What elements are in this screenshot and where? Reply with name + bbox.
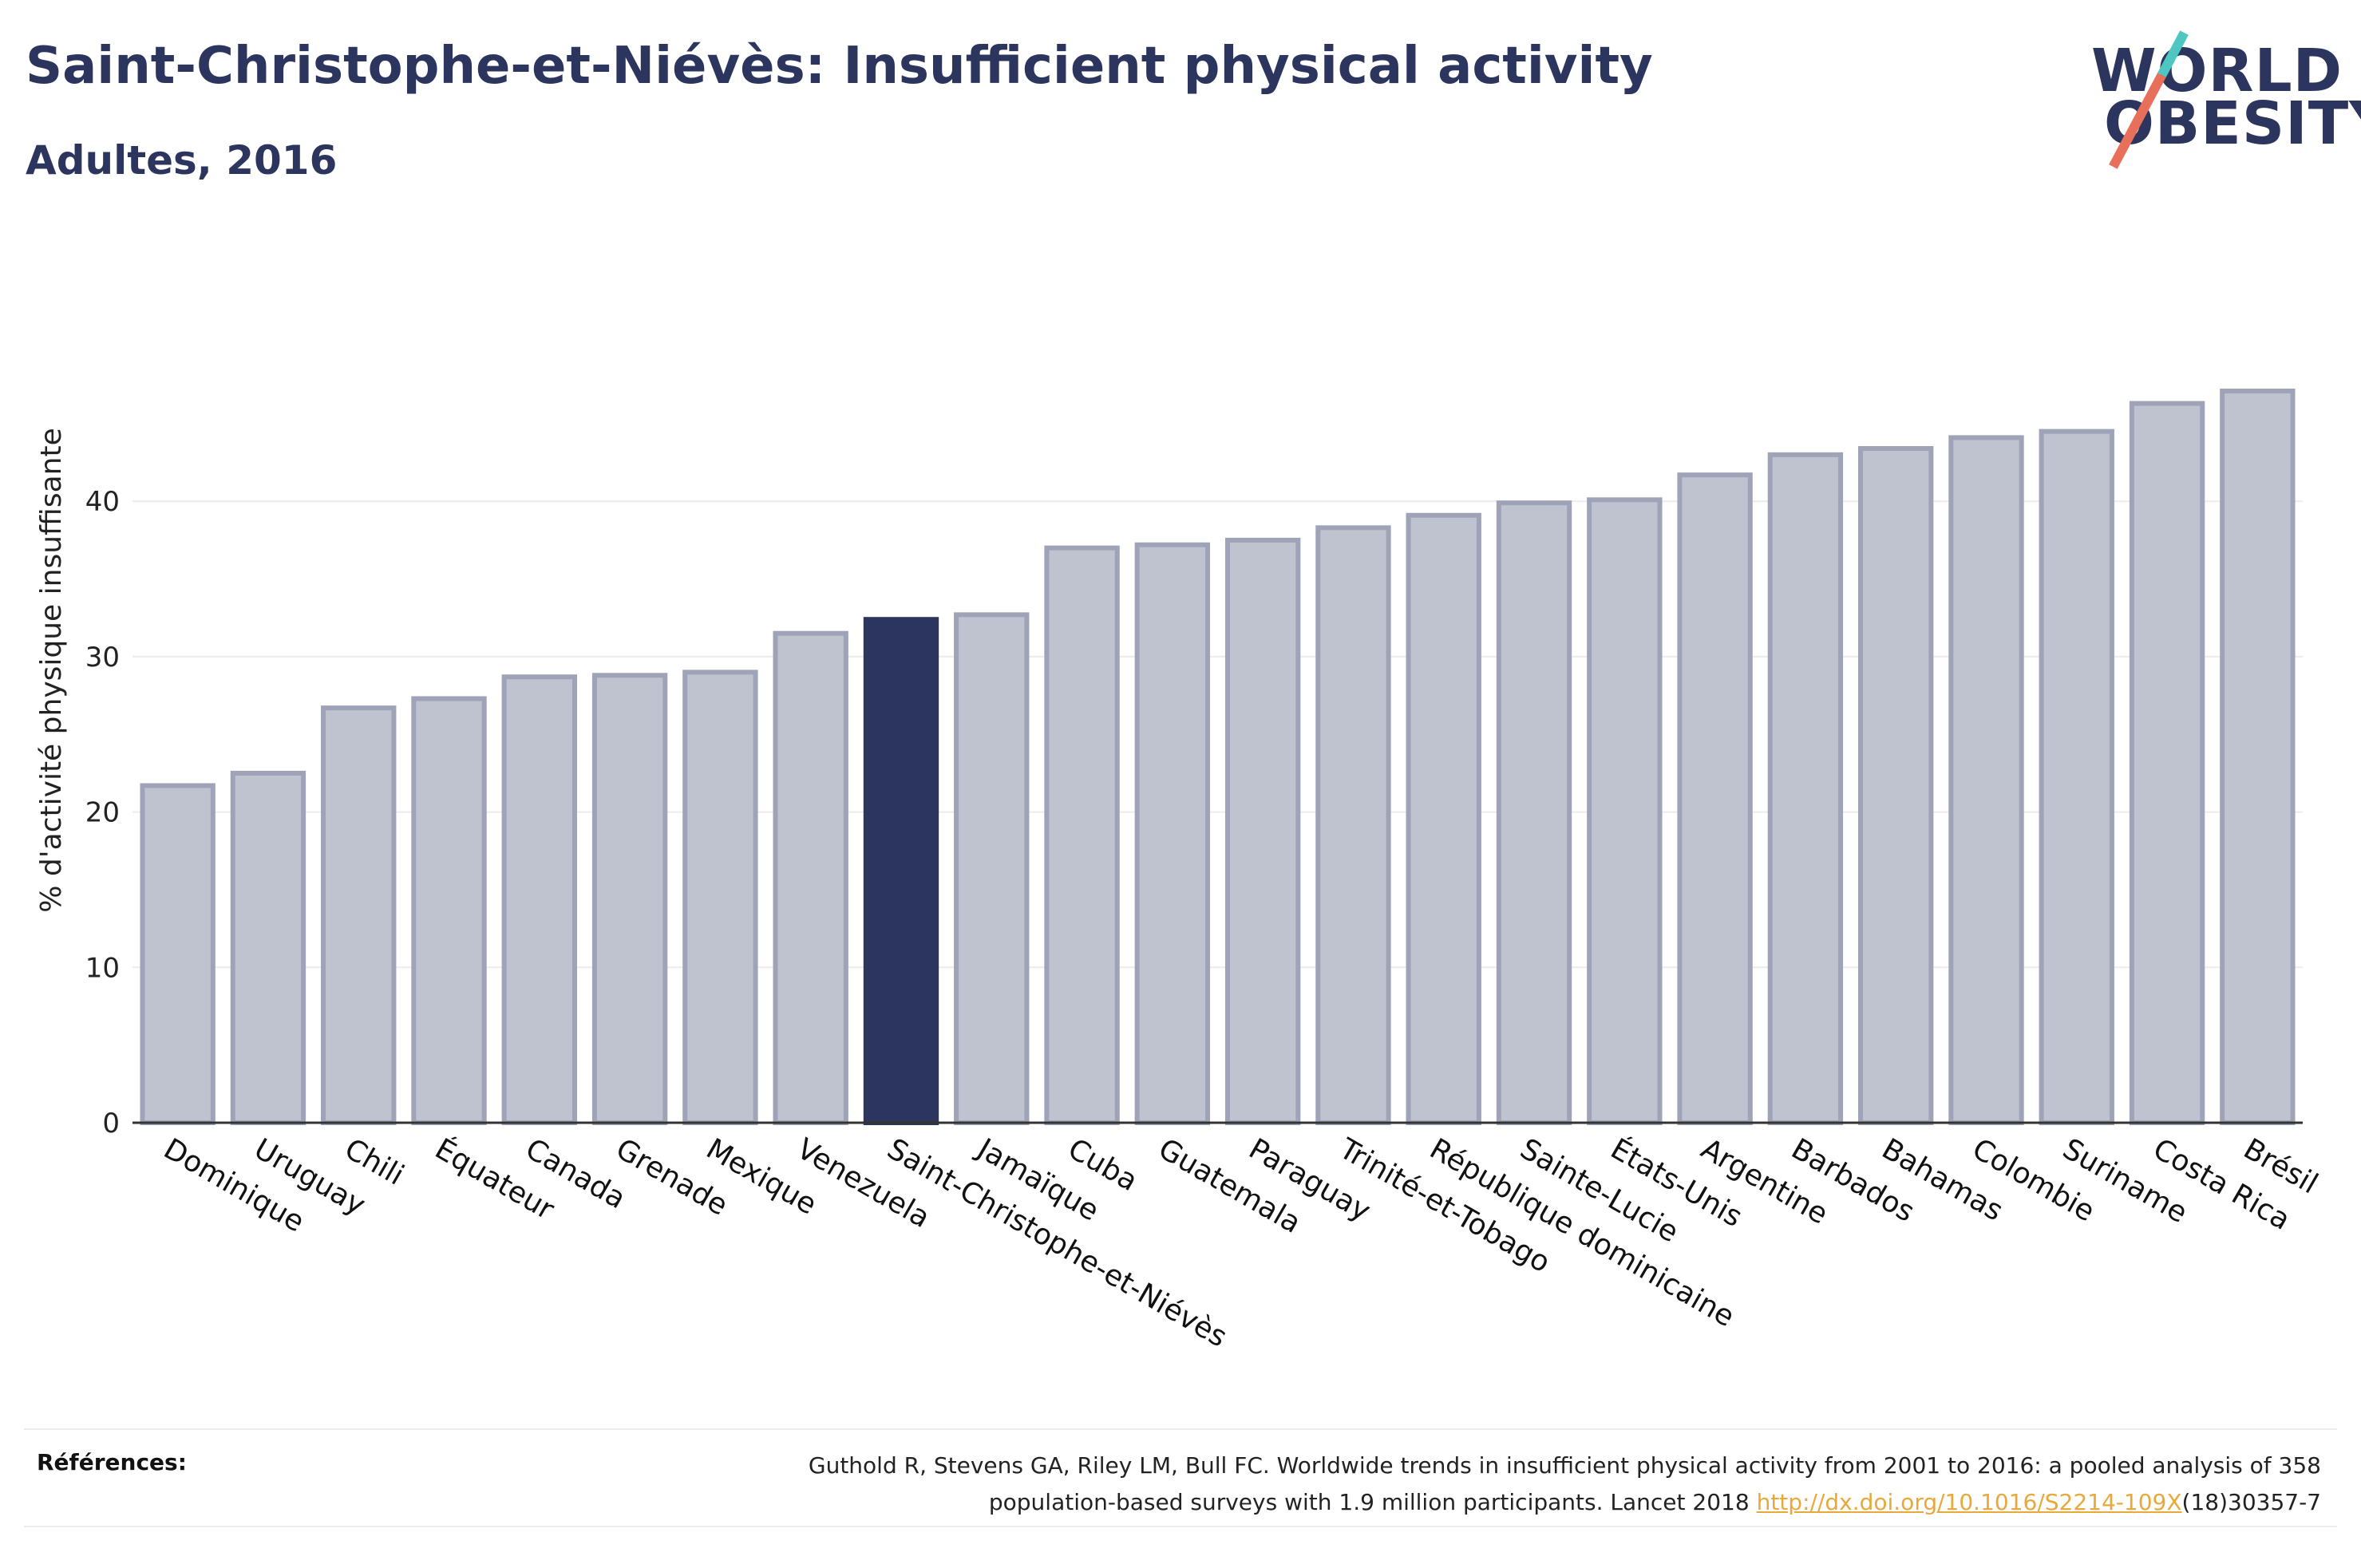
references-text-line1: Guthold R, Stevens GA, Riley LM, Bull FC… (808, 1452, 2321, 1479)
bar (954, 612, 1030, 1125)
bar (1677, 472, 1753, 1126)
bar (1767, 452, 1844, 1125)
bar (1858, 446, 1934, 1126)
bar (2220, 389, 2296, 1125)
y-tick-label: 10 (85, 952, 120, 984)
references-doi-link[interactable]: http://dx.doi.org/10.1016/S2214-109X (1756, 1489, 2182, 1515)
bar-highlighted (863, 617, 939, 1125)
y-axis-label: % d'activité physique insuffisante (35, 428, 68, 912)
bar (773, 630, 848, 1125)
bar (2039, 429, 2114, 1126)
references-text-line2: population-based surveys with 1.9 millio… (988, 1489, 1757, 1515)
bar (1587, 497, 1663, 1126)
y-tick-label: 30 (85, 642, 120, 673)
bar (1044, 545, 1120, 1126)
bar (321, 705, 397, 1125)
references-text-suffix: (18)30357-7 (2181, 1489, 2321, 1515)
bar (501, 674, 577, 1125)
chart-subtitle: Adultes, 2016 (26, 137, 338, 184)
bar (230, 770, 306, 1125)
world-obesity-logo: WORLD OBESITY (2075, 24, 2361, 176)
logo-text-world: WORLD (2091, 37, 2343, 105)
y-tick-label: 40 (85, 486, 120, 518)
y-axis: 0 10 20 30 40 (85, 486, 120, 1139)
bar (140, 783, 216, 1126)
bar (1496, 500, 1572, 1125)
references-label: Références: (37, 1449, 187, 1475)
bar (2129, 401, 2205, 1125)
bar (1315, 525, 1391, 1125)
bar (1406, 512, 1481, 1125)
references-section: Références: Guthold R, Stevens GA, Riley… (24, 1428, 2337, 1527)
y-tick-label: 0 (102, 1108, 120, 1139)
chart-title: Saint-Christophe-et-Niévès: Insufficient… (26, 37, 1653, 96)
bar (1948, 435, 2024, 1125)
bar (1134, 542, 1211, 1125)
bar (1224, 537, 1301, 1125)
bar (682, 669, 758, 1125)
y-tick-label: 20 (85, 797, 120, 829)
references-text: Guthold R, Stevens GA, Riley LM, Bull FC… (565, 1448, 2321, 1521)
bar (411, 696, 487, 1125)
grid-lines (132, 500, 2303, 969)
bar (591, 673, 668, 1125)
